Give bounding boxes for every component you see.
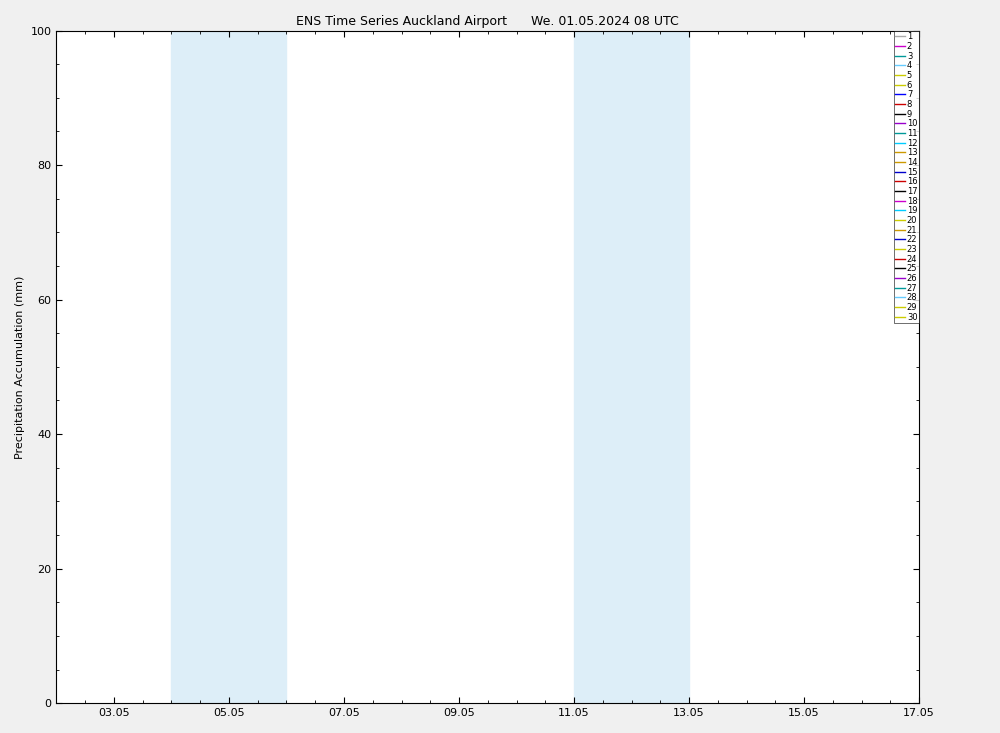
Bar bbox=[574, 31, 632, 703]
Bar bbox=[171, 31, 229, 703]
Legend: 1, 2, 3, 4, 5, 6, 7, 8, 9, 10, 11, 12, 13, 14, 15, 16, 17, 18, 19, 20, 21, 22, 2: 1, 2, 3, 4, 5, 6, 7, 8, 9, 10, 11, 12, 1… bbox=[894, 31, 919, 323]
Bar bbox=[229, 31, 286, 703]
Title: ENS Time Series Auckland Airport      We. 01.05.2024 08 UTC: ENS Time Series Auckland Airport We. 01.… bbox=[296, 15, 679, 28]
Bar bbox=[632, 31, 689, 703]
Y-axis label: Precipitation Accumulation (mm): Precipitation Accumulation (mm) bbox=[15, 275, 25, 459]
